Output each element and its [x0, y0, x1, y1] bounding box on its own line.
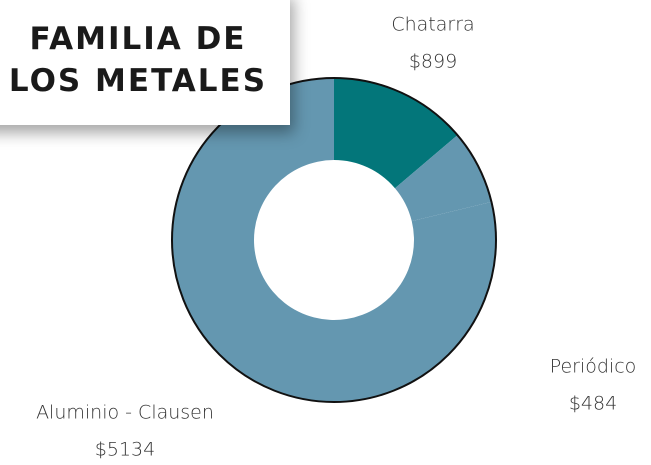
chart-title: FAMILIA DE LOS METALES [8, 21, 268, 99]
slice-label: Chatarra [391, 14, 474, 36]
slice-value-label: $899 [409, 51, 457, 73]
donut-outline [171, 77, 497, 403]
donut-slice [172, 78, 497, 402]
donut-slice [334, 78, 458, 189]
donut-slice [394, 135, 492, 222]
slice-value-label: $5134 [95, 439, 155, 461]
slice-label: Aluminio - Clausen [36, 402, 214, 424]
title-card: FAMILIA DE LOS METALES [0, 0, 290, 125]
slice-value-label: $484 [569, 393, 617, 415]
slice-label: Periódico [550, 356, 637, 378]
